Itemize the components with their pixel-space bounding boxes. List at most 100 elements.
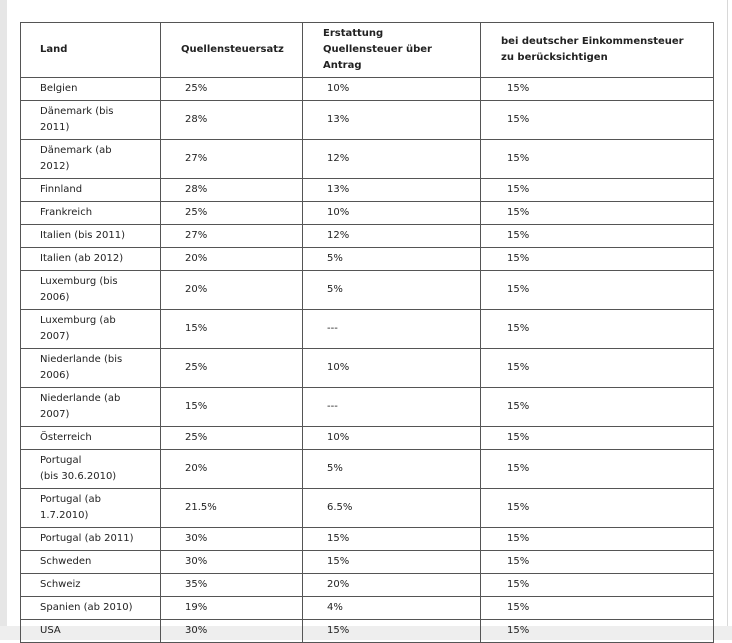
table-cell: Belgien [20,77,161,101]
table-row: Italien (ab 2012) 20% 5% 15% [20,247,714,271]
header-cell: bei deutscher Einkommensteuer zu berücks… [480,22,714,78]
table-cell: 25% [160,201,303,225]
table-cell: 13% [302,178,481,202]
table-cell: 25% [160,348,303,388]
table-cell: 15% [480,247,714,271]
table-cell: 15% [480,100,714,140]
table-cell: 21.5% [160,488,303,528]
table-cell: 15% [480,77,714,101]
table-cell: 5% [302,449,481,489]
table-row: Dänemark (ab 2012) 27% 12% 15% [20,139,714,179]
table-cell: 20% [302,573,481,597]
table-cell: 15% [480,309,714,349]
table-cell: 12% [302,224,481,248]
table-cell: 15% [480,201,714,225]
table-body: Belgien 25% 10% 15% Dänemark (bis 2011) 28% 13… [20,77,714,643]
table-cell: 25% [160,426,303,450]
table-row: Luxemburg (ab 2007) 15% --- 15% [20,309,714,349]
table-row: Österreich 25% 10% 15% [20,426,714,450]
table-cell: 15% [480,224,714,248]
table-cell: Dänemark (ab 2012) [20,139,161,179]
header-row: Land Quellensteuersatz Erstattung Quellens… [20,22,714,78]
table-cell: Finnland [20,178,161,202]
header-cell: Quellensteuersatz [160,22,303,78]
table-cell: 15% [480,387,714,427]
table-cell: 15% [480,550,714,574]
table-cell: 20% [160,270,303,310]
table-cell: 15% [160,309,303,349]
table-row: Portugal (bis 30.6.2010) 20% 5% 15% [20,449,714,489]
table-row: Finnland 28% 13% 15% [20,178,714,202]
table-cell: 15% [480,573,714,597]
table-cell: 35% [160,573,303,597]
table-cell: 30% [160,527,303,551]
table-cell: Niederlande (bis 2006) [20,348,161,388]
table-cell: 30% [160,619,303,643]
table-row: Niederlande (bis 2006) 25% 10% 15% [20,348,714,388]
table-cell: Schweiz [20,573,161,597]
table-cell: USA [20,619,161,643]
table-cell: 12% [302,139,481,179]
table-row: Belgien 25% 10% 15% [20,77,714,101]
table-cell: 10% [302,348,481,388]
table-cell: Schweden [20,550,161,574]
frame-edge [0,0,7,640]
table-cell: 13% [302,100,481,140]
table-row: Schweden 30% 15% 15% [20,550,714,574]
table-cell: Niederlande (ab 2007) [20,387,161,427]
tax-table: Land Quellensteuersatz Erstattung Quellens… [20,22,714,643]
table-cell: 20% [160,449,303,489]
table-cell: 10% [302,77,481,101]
table-cell: 5% [302,247,481,271]
table-cell: 15% [480,270,714,310]
table-cell: Österreich [20,426,161,450]
table-cell: 15% [302,550,481,574]
table-cell: Luxemburg (ab 2007) [20,309,161,349]
table-cell: 27% [160,224,303,248]
table-cell: Italien (ab 2012) [20,247,161,271]
table-cell: 15% [480,619,714,643]
table-cell: Frankreich [20,201,161,225]
table-cell: 15% [480,488,714,528]
table-row: Niederlande (ab 2007) 15% --- 15% [20,387,714,427]
table-cell: 15% [480,426,714,450]
header-cell: Land [20,22,161,78]
header-cell: Erstattung Quellensteuer über Antrag [302,22,481,78]
table-cell: 15% [480,527,714,551]
table-cell: 28% [160,100,303,140]
table-row: Schweiz 35% 20% 15% [20,573,714,597]
table-cell: --- [302,387,481,427]
table-cell: 27% [160,139,303,179]
table-cell: 20% [160,247,303,271]
table-cell: Portugal (ab 2011) [20,527,161,551]
table-row: Luxemburg (bis 2006) 20% 5% 15% [20,270,714,310]
frame-edge [727,0,728,626]
table-row: Portugal (ab 2011) 30% 15% 15% [20,527,714,551]
table-cell: 15% [480,596,714,620]
table-cell: 15% [302,527,481,551]
table-row: USA 30% 15% 15% [20,619,714,643]
table-cell: --- [302,309,481,349]
table-cell: 6.5% [302,488,481,528]
table-cell: 15% [302,619,481,643]
table-cell: Dänemark (bis 2011) [20,100,161,140]
table-row: Portugal (ab 1.7.2010) 21.5% 6.5% 15% [20,488,714,528]
table-cell: 28% [160,178,303,202]
table-row: Spanien (ab 2010) 19% 4% 15% [20,596,714,620]
table-cell: 30% [160,550,303,574]
table-cell: 10% [302,426,481,450]
table-cell: 15% [480,178,714,202]
table-cell: 5% [302,270,481,310]
table-cell: 10% [302,201,481,225]
table-cell: 15% [480,449,714,489]
table-cell: Italien (bis 2011) [20,224,161,248]
table-cell: 19% [160,596,303,620]
table-cell: Spanien (ab 2010) [20,596,161,620]
table-row: Dänemark (bis 2011) 28% 13% 15% [20,100,714,140]
table-cell: 4% [302,596,481,620]
table-row: Italien (bis 2011) 27% 12% 15% [20,224,714,248]
table-cell: Portugal (ab 1.7.2010) [20,488,161,528]
table-cell: 15% [480,139,714,179]
table-cell: Portugal (bis 30.6.2010) [20,449,161,489]
